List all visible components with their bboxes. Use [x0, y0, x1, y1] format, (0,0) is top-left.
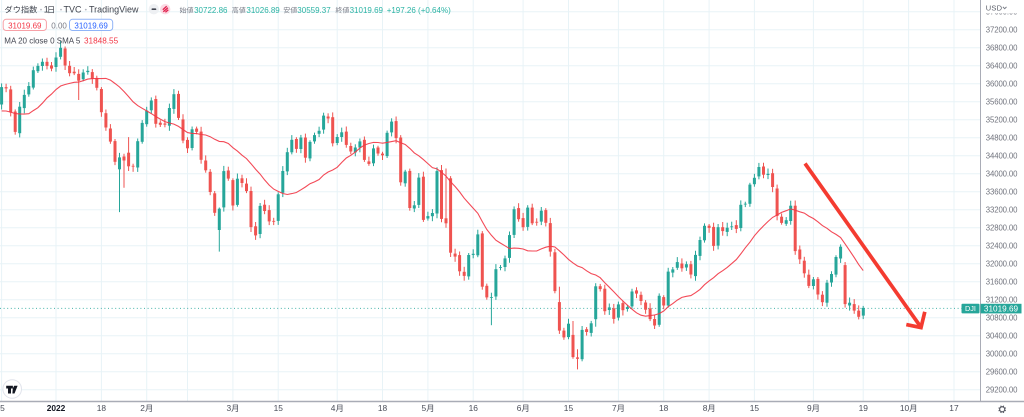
svg-text:3: 3 — [227, 403, 232, 413]
svg-text:32800.00: 32800.00 — [986, 224, 1018, 233]
svg-text:32000.00: 32000.00 — [986, 260, 1018, 269]
svg-text:2: 2 — [140, 403, 145, 413]
svg-text:4: 4 — [331, 403, 336, 413]
svg-text:31200.00: 31200.00 — [986, 296, 1018, 305]
svg-text:7: 7 — [612, 403, 617, 413]
svg-text:15: 15 — [0, 403, 5, 413]
svg-text:15: 15 — [564, 403, 574, 413]
svg-text:MA 20 close 0 SMA 5: MA 20 close 0 SMA 5 — [4, 36, 81, 45]
svg-text:18: 18 — [97, 403, 107, 413]
svg-text:5: 5 — [422, 403, 427, 413]
svg-text:DJI: DJI — [965, 304, 976, 313]
svg-text:15: 15 — [274, 403, 284, 413]
svg-text:33600.00: 33600.00 — [986, 188, 1018, 197]
svg-text:31019.69: 31019.69 — [74, 22, 108, 31]
svg-text:19: 19 — [859, 403, 869, 413]
svg-text:34400.00: 34400.00 — [986, 152, 1018, 161]
svg-text:TVC: TVC — [64, 5, 83, 15]
svg-text:31019.69: 31019.69 — [984, 304, 1019, 313]
svg-text:36400.00: 36400.00 — [986, 62, 1018, 71]
svg-text:35600.00: 35600.00 — [986, 98, 1018, 107]
svg-text:16: 16 — [469, 403, 479, 413]
svg-text:29200.00: 29200.00 — [986, 386, 1018, 395]
svg-text:31848.55: 31848.55 — [84, 36, 119, 45]
svg-text:10: 10 — [900, 403, 910, 413]
svg-text:32400.00: 32400.00 — [986, 242, 1018, 251]
svg-text:8: 8 — [703, 403, 708, 413]
svg-text:35200.00: 35200.00 — [986, 116, 1018, 125]
svg-text:17: 17 — [949, 403, 959, 413]
svg-text:6: 6 — [517, 403, 522, 413]
svg-text:31600.00: 31600.00 — [986, 278, 1018, 287]
svg-text:15: 15 — [750, 403, 760, 413]
svg-text:30722.86: 30722.86 — [194, 6, 228, 15]
svg-text:9: 9 — [807, 403, 812, 413]
svg-text:+197.26 (+0.64%): +197.26 (+0.64%) — [387, 6, 451, 15]
svg-text:30559.37: 30559.37 — [297, 6, 331, 15]
svg-text:34800.00: 34800.00 — [986, 134, 1018, 143]
svg-text:36000.00: 36000.00 — [986, 80, 1018, 89]
svg-text:31026.89: 31026.89 — [246, 6, 280, 15]
svg-text:18: 18 — [378, 403, 388, 413]
svg-text:30800.00: 30800.00 — [986, 314, 1018, 323]
svg-text:30400.00: 30400.00 — [986, 332, 1018, 341]
svg-text:31019.69: 31019.69 — [8, 22, 42, 31]
svg-text:0.00: 0.00 — [51, 21, 67, 30]
svg-text:USD: USD — [986, 3, 1003, 12]
svg-text:34000.00: 34000.00 — [986, 170, 1018, 179]
svg-text:2022: 2022 — [47, 403, 66, 413]
svg-text:1: 1 — [44, 5, 49, 15]
svg-text:31019.69: 31019.69 — [350, 6, 384, 15]
svg-text:29600.00: 29600.00 — [986, 368, 1018, 377]
svg-text:TradingView: TradingView — [89, 5, 139, 15]
svg-text:33200.00: 33200.00 — [986, 206, 1018, 215]
svg-text:18: 18 — [659, 403, 669, 413]
svg-text:30000.00: 30000.00 — [986, 350, 1018, 359]
svg-text:37200.00: 37200.00 — [986, 26, 1018, 35]
svg-text:36800.00: 36800.00 — [986, 44, 1018, 53]
